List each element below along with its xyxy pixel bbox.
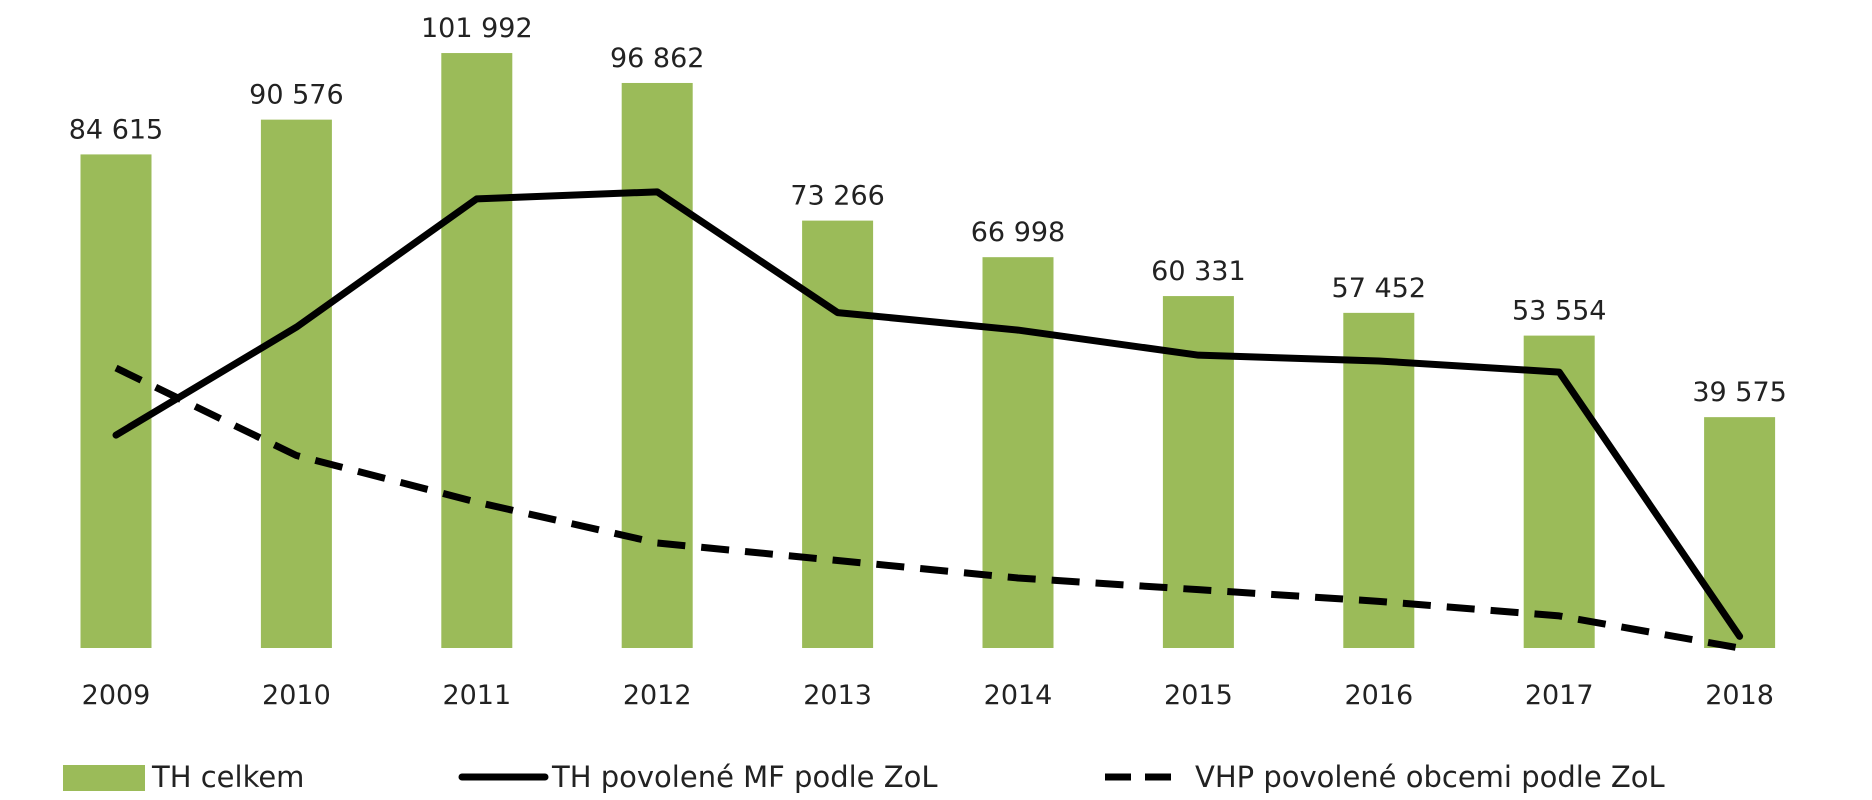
bar-2012 xyxy=(621,82,693,648)
bar-value-label-2013: 73 266 xyxy=(790,181,884,212)
x-tick-label-2011: 2011 xyxy=(442,680,511,711)
x-tick-label-2010: 2010 xyxy=(262,680,331,711)
line-series xyxy=(112,188,1744,652)
bar-value-label-2009: 84 615 xyxy=(69,114,163,145)
bar-value-label-2016: 57 452 xyxy=(1332,273,1426,304)
line-vhp-obce xyxy=(114,364,1741,652)
bar-2010 xyxy=(260,119,332,648)
bar-2014 xyxy=(982,257,1054,648)
bar-value-label-2012: 96 862 xyxy=(610,43,704,74)
bar-2009 xyxy=(80,154,152,648)
x-tick-label-2013: 2013 xyxy=(803,680,872,711)
bar-value-label-2011: 101 992 xyxy=(421,13,533,44)
bar-2017 xyxy=(1523,335,1595,648)
x-tick-label-2015: 2015 xyxy=(1164,680,1233,711)
x-tick-label-2009: 2009 xyxy=(82,680,151,711)
x-tick-label-2014: 2014 xyxy=(984,680,1053,711)
x-tick-label-2012: 2012 xyxy=(623,680,692,711)
bar-series xyxy=(80,53,1776,649)
bar-2018 xyxy=(1704,417,1776,648)
bar-value-label-2018: 39 575 xyxy=(1692,377,1786,408)
line-th-mf xyxy=(112,188,1744,640)
x-axis-tick-labels: 2009 2010 2011 2012 2013 2014 2015 2016 2017 2018 xyxy=(82,680,1774,711)
bar-value-label-2017: 53 554 xyxy=(1512,296,1606,327)
bar-value-label-2015: 60 331 xyxy=(1151,256,1245,287)
x-tick-label-2018: 2018 xyxy=(1705,680,1774,711)
legend: TH celkem TH povolené MF podle ZoL VHP p… xyxy=(63,760,1665,794)
bar-value-label-2010: 90 576 xyxy=(249,80,343,111)
legend-label-bar: TH celkem xyxy=(151,760,304,794)
bar-value-labels: 84 615 90 576 101 992 96 862 73 266 66 998 60 … xyxy=(69,13,1787,408)
x-tick-label-2017: 2017 xyxy=(1525,680,1594,711)
legend-label-solid-line: TH povolené MF podle ZoL xyxy=(551,760,938,794)
bar-value-label-2014: 66 998 xyxy=(971,217,1065,248)
bar-2011 xyxy=(441,53,513,648)
legend-label-dashed-line: VHP povolené obcemi podle ZoL xyxy=(1195,760,1665,794)
x-tick-label-2016: 2016 xyxy=(1344,680,1413,711)
legend-swatch-bar xyxy=(63,765,145,791)
bar-2016 xyxy=(1343,312,1415,648)
bar-2013 xyxy=(802,220,874,649)
